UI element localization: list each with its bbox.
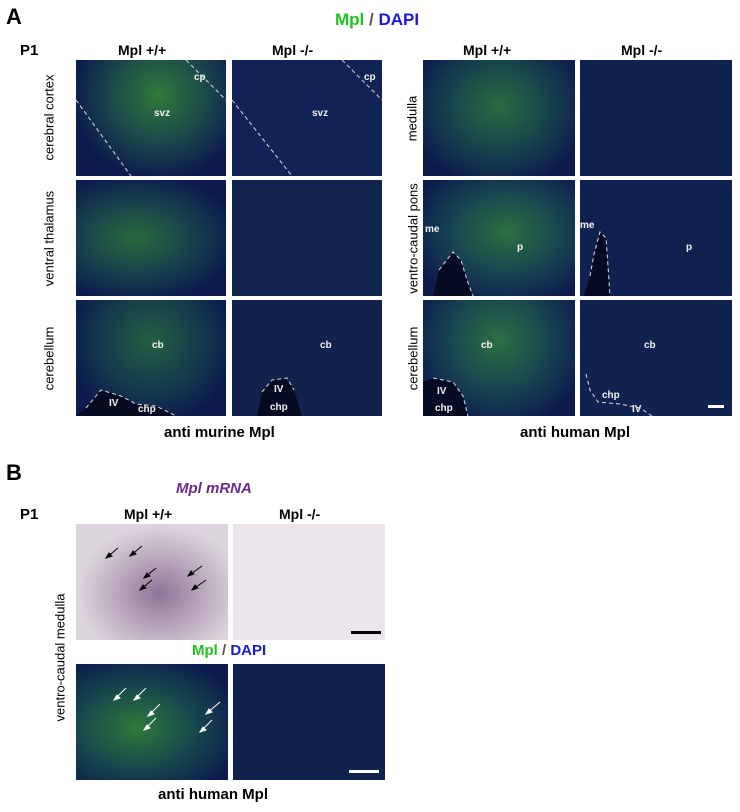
col-left-wt: Mpl +/+ (118, 42, 167, 58)
micrograph-cortex-wt: cp svz (76, 60, 226, 176)
micrograph-cerebellum-left-ko: cb IV chp (232, 300, 382, 416)
legend-dapi: DAPI (230, 642, 267, 659)
panel-b-legend: Mpl / DAPI (192, 642, 266, 659)
legend-sep: / (217, 642, 231, 659)
ish-micrograph-wt (76, 524, 228, 640)
micrograph-cortex-ko: cp svz (232, 60, 382, 176)
micrograph-cerebellum-left-wt: cb IV chp (76, 300, 226, 416)
micrograph-pons-ko: me p (580, 180, 732, 296)
label-cb: cb (152, 340, 164, 351)
if-micrograph-ko (233, 664, 385, 780)
col-right-ko: Mpl -/- (621, 42, 663, 58)
panel-b-age: P1 (20, 506, 39, 523)
label-chp: chp (602, 390, 620, 401)
label-iv: IV (632, 404, 642, 415)
panel-a-legend: Mpl / DAPI (335, 10, 419, 30)
panel-b-letter: B (6, 460, 22, 485)
caption-anti-murine: anti murine Mpl (164, 424, 275, 441)
label-cb: cb (320, 340, 332, 351)
label-p: p (517, 242, 524, 253)
micrograph-medulla-wt (423, 60, 575, 176)
panel-a-age: P1 (20, 42, 39, 59)
label-iv: IV (437, 386, 447, 397)
arrow-icons (104, 545, 207, 591)
label-cb: cb (644, 340, 656, 351)
panel-a-letter: A (6, 4, 22, 29)
label-iv: IV (109, 398, 119, 409)
arrow-icons (112, 687, 221, 733)
label-chp: chp (138, 404, 156, 415)
row-label-cerebellum-right: cerebellum (405, 326, 421, 391)
micrograph-cerebellum-right-wt: cb IV chp (423, 300, 575, 416)
label-me: me (425, 224, 440, 235)
label-iv: IV (274, 384, 284, 395)
caption-b-anti-human: anti human Mpl (158, 786, 268, 803)
label-chp: chp (435, 403, 453, 414)
col-right-wt: Mpl +/+ (463, 42, 512, 58)
label-cp: cp (194, 72, 206, 83)
micrograph-thalamus-wt (76, 180, 226, 296)
legend-mpl: Mpl (192, 642, 218, 659)
scale-bar (708, 405, 724, 408)
row-label-cerebral-cortex: cerebral cortex (41, 74, 57, 161)
micrograph-thalamus-ko (232, 180, 382, 296)
label-p: p (686, 242, 693, 253)
ish-micrograph-ko (233, 524, 385, 640)
legend-mpl: Mpl (335, 10, 365, 29)
col-b-ko: Mpl -/- (279, 506, 321, 522)
label-cp: cp (364, 72, 376, 83)
row-label-ventral-thalamus: ventral thalamus (41, 190, 57, 287)
label-svz: svz (312, 108, 329, 119)
label-svz: svz (154, 108, 171, 119)
row-label-medulla: medulla (404, 95, 420, 142)
micrograph-cerebellum-right-ko: cb chp IV (580, 300, 732, 416)
label-cb: cb (481, 340, 493, 351)
scale-bar (351, 631, 381, 634)
if-micrograph-wt (76, 664, 228, 780)
row-label-ventro-caudal-pons: ventro-caudal pons (405, 183, 421, 294)
micrograph-pons-wt: me p (423, 180, 575, 296)
mrna-title: Mpl mRNA (176, 480, 252, 497)
row-label-cerebellum-left: cerebellum (41, 326, 57, 391)
col-left-ko: Mpl -/- (272, 42, 314, 58)
label-me: me (580, 220, 595, 231)
caption-anti-human: anti human Mpl (520, 424, 630, 441)
scale-bar (349, 770, 379, 773)
label-chp: chp (270, 402, 288, 413)
col-b-wt: Mpl +/+ (124, 506, 173, 522)
micrograph-medulla-ko (580, 60, 732, 176)
legend-sep: / (364, 10, 379, 29)
row-label-ventro-caudal-medulla: ventro-caudal medulla (52, 593, 68, 722)
legend-dapi: DAPI (378, 10, 420, 29)
